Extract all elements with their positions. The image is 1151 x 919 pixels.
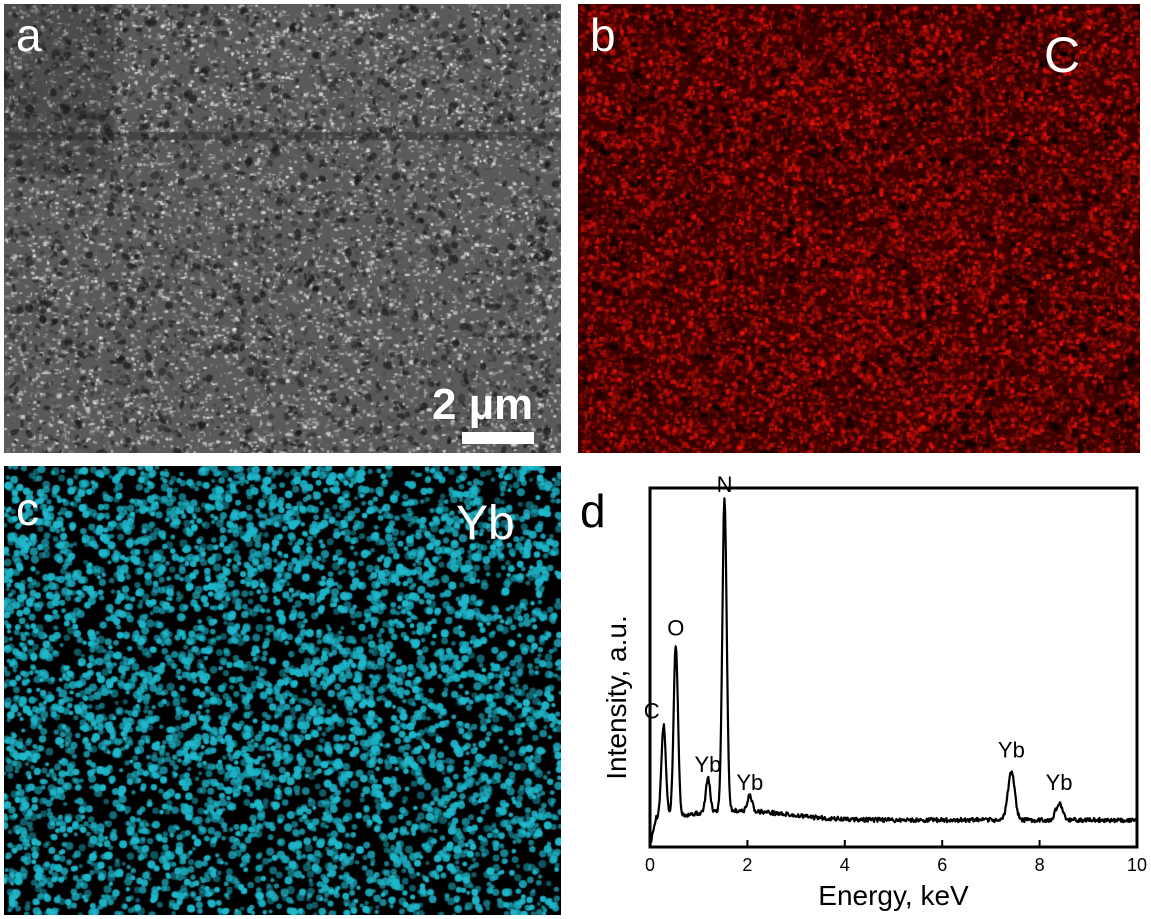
- panel-label-b: b: [590, 9, 616, 61]
- x-axis-label: Energy, keV: [818, 880, 969, 911]
- scale-bar: [462, 432, 534, 444]
- y-axis-label: Intensity, a.u.: [601, 615, 632, 779]
- peak-label: Yb: [694, 752, 721, 777]
- carbon-map-panel: b C: [578, 4, 1140, 453]
- panel-label-d: d: [580, 485, 606, 537]
- peak-labels: C O Yb N Yb Yb Yb: [644, 472, 1073, 795]
- scale-bar-label: 2 µm: [432, 380, 534, 429]
- x-tick-label: 2: [742, 855, 752, 875]
- peak-label: Yb: [998, 738, 1025, 763]
- panel-label-c: c: [16, 483, 39, 535]
- spectrum-line: [648, 497, 1139, 848]
- x-tick-label: 4: [840, 855, 850, 875]
- element-label-ytterbium: Yb: [456, 497, 515, 550]
- x-tick-label: 6: [937, 855, 947, 875]
- x-tick-label: 0: [645, 855, 655, 875]
- ytterbium-element-map: [4, 466, 561, 915]
- sem-image-panel: a 2 µm: [4, 4, 561, 453]
- peak-label: Yb: [1046, 770, 1073, 795]
- plot-frame: [648, 486, 1139, 849]
- peak-label: C: [644, 699, 660, 724]
- peak-label: N: [717, 472, 733, 497]
- x-tick-label: 8: [1035, 855, 1045, 875]
- carbon-element-map: [578, 4, 1140, 453]
- x-axis-ticks: 0 2 4 6 8 10: [645, 840, 1147, 875]
- sem-image: [4, 4, 561, 453]
- panel-label-a: a: [16, 9, 42, 61]
- element-label-carbon: C: [1044, 27, 1081, 83]
- peak-label: Yb: [736, 770, 763, 795]
- eds-spectrum-panel: d 0 2 4 6 8 10 C O Yb N Yb Yb Yb Energy, keV Intens…: [578, 466, 1151, 919]
- eds-spectrum-chart: 0 2 4 6 8 10 C O Yb N Yb Yb Yb Energy, keV Intensit…: [601, 472, 1147, 911]
- ytterbium-map-panel: c Yb: [4, 466, 561, 915]
- peak-label: O: [667, 616, 684, 641]
- x-tick-label: 10: [1127, 855, 1147, 875]
